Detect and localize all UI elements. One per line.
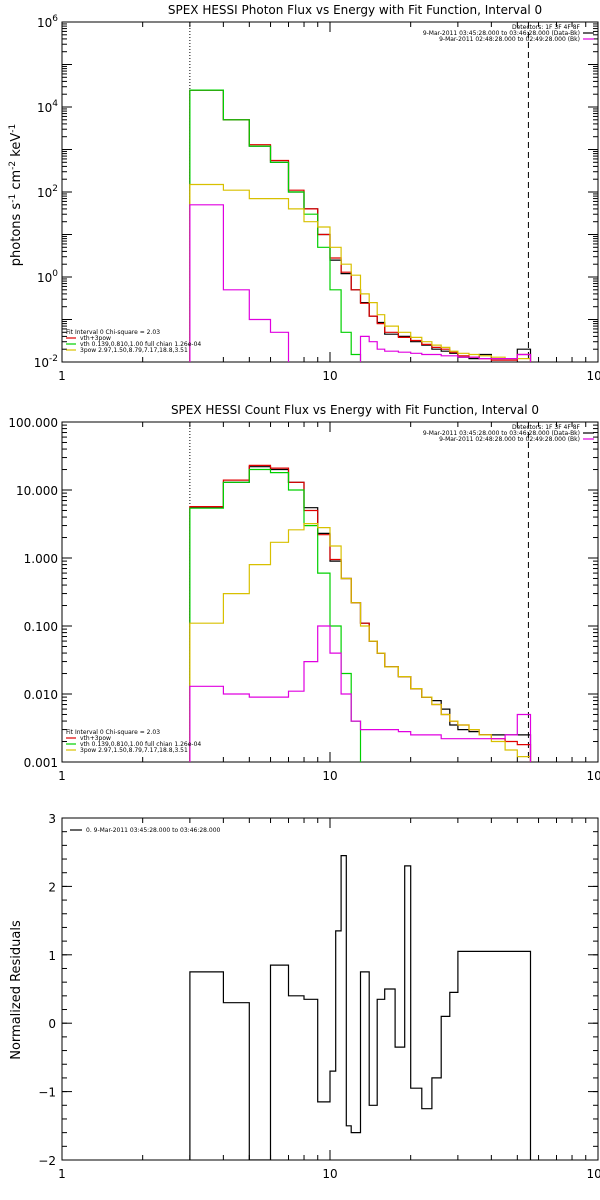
y-tick-label: −1 <box>38 1086 56 1100</box>
legend-left-entry: Fit Interval 0 Chi-square = 2.03 <box>66 329 160 336</box>
x-tick-label: 1 <box>58 1167 66 1181</box>
series-bk <box>189 204 532 362</box>
series-vth-3pow <box>189 89 532 362</box>
residuals-panel: Normalized Residuals 1101003210−1−20. 9-… <box>9 812 600 1181</box>
legend-left-entry: vth+3pow <box>80 735 111 742</box>
x-tick-label: 1 <box>58 769 66 783</box>
series-vth <box>189 89 362 362</box>
y-tick-label: 1 <box>48 949 56 963</box>
legend-left-entry: vth+3pow <box>80 335 111 342</box>
x-tick-label: 10 <box>322 369 337 383</box>
series-3pow <box>189 523 532 762</box>
y-tick-label: 100 <box>37 269 58 285</box>
count-flux-title: SPEX HESSI Count Flux vs Energy with Fit… <box>171 403 539 417</box>
y-tick-label: 106 <box>37 14 58 30</box>
legend-right-entry: 9-Mar-2011 03:45:28.000 to 03:46:28.000 … <box>423 430 580 437</box>
residuals-ylabel: Normalized Residuals <box>9 920 24 1060</box>
x-tick-label: 10 <box>322 1167 337 1181</box>
series-data-bk <box>189 89 532 362</box>
series-bk <box>189 625 532 762</box>
y-tick-label: 104 <box>37 99 58 115</box>
y-tick-label: 102 <box>37 184 58 200</box>
x-tick-label: 100 <box>587 1167 600 1181</box>
x-tick-label: 10 <box>322 769 337 783</box>
legend-right-entry: 9-Mar-2011 03:45:28.000 to 03:46:28.000 … <box>423 30 580 37</box>
legend-right-entry: 9-Mar-2011 02:48:28.000 to 02:49:28.000 … <box>439 436 580 443</box>
plot-frame <box>61 817 599 1161</box>
photon-flux-title: SPEX HESSI Photon Flux vs Energy with Fi… <box>168 3 542 17</box>
y-tick-label: 10-2 <box>34 354 58 370</box>
y-tick-label: −2 <box>38 1154 56 1168</box>
series-vth <box>189 468 362 762</box>
y-tick-label: 0 <box>48 1017 56 1031</box>
series-3pow <box>189 183 532 362</box>
legend-right-entry: Detectors: 1F 3F 4F 8F <box>512 424 581 431</box>
legend-left-entry: vth 0.139,0.810,1.00 full chian 1.26e-04 <box>80 341 201 348</box>
legend-left-entry: 3pow 2.97,1.50,8.79,7.17,18.8,3.51 <box>80 347 188 354</box>
series-group <box>189 89 532 362</box>
legend-entry: 0. 9-Mar-2011 03:45:28.000 to 03:46:28.0… <box>86 827 221 834</box>
x-tick-label: 100 <box>587 769 600 783</box>
x-tick-label: 1 <box>58 369 66 383</box>
photon-flux-ylabel: photons s-1 cm-2 keV-1 <box>8 124 24 266</box>
y-tick-label: 0.010 <box>24 688 58 702</box>
series-group <box>189 464 532 762</box>
count-flux-panel: SPEX HESSI Count Flux vs Energy with Fit… <box>8 403 600 783</box>
y-tick-label: 1.000 <box>24 552 58 566</box>
series-residuals <box>189 855 532 1160</box>
legend-left-entry: vth 0.139,0.810,1.00 full chian 1.26e-04 <box>80 741 201 748</box>
y-tick-label: 0.001 <box>24 756 58 770</box>
y-tick-label: 100.000 <box>8 416 58 430</box>
legend-left-entry: 3pow 2.97,1.50,8.79,7.17,18.8,3.51 <box>80 747 188 754</box>
legend-right-entry: Detectors: 1F 3F 4F 8F <box>512 24 581 31</box>
y-tick-label: 10.000 <box>16 484 58 498</box>
legend-left-entry: Fit Interval 0 Chi-square = 2.03 <box>66 729 160 736</box>
plot-frame <box>61 21 599 363</box>
series-group <box>189 855 532 1160</box>
y-tick-label: 2 <box>48 880 56 894</box>
y-tick-label: 0.100 <box>24 620 58 634</box>
legend-right-entry: 9-Mar-2011 02:48:28.000 to 02:49:28.000 … <box>439 36 580 43</box>
x-tick-label: 100 <box>587 369 600 383</box>
photon-flux-panel: SPEX HESSI Photon Flux vs Energy with Fi… <box>8 3 600 383</box>
y-tick-label: 3 <box>48 812 56 826</box>
